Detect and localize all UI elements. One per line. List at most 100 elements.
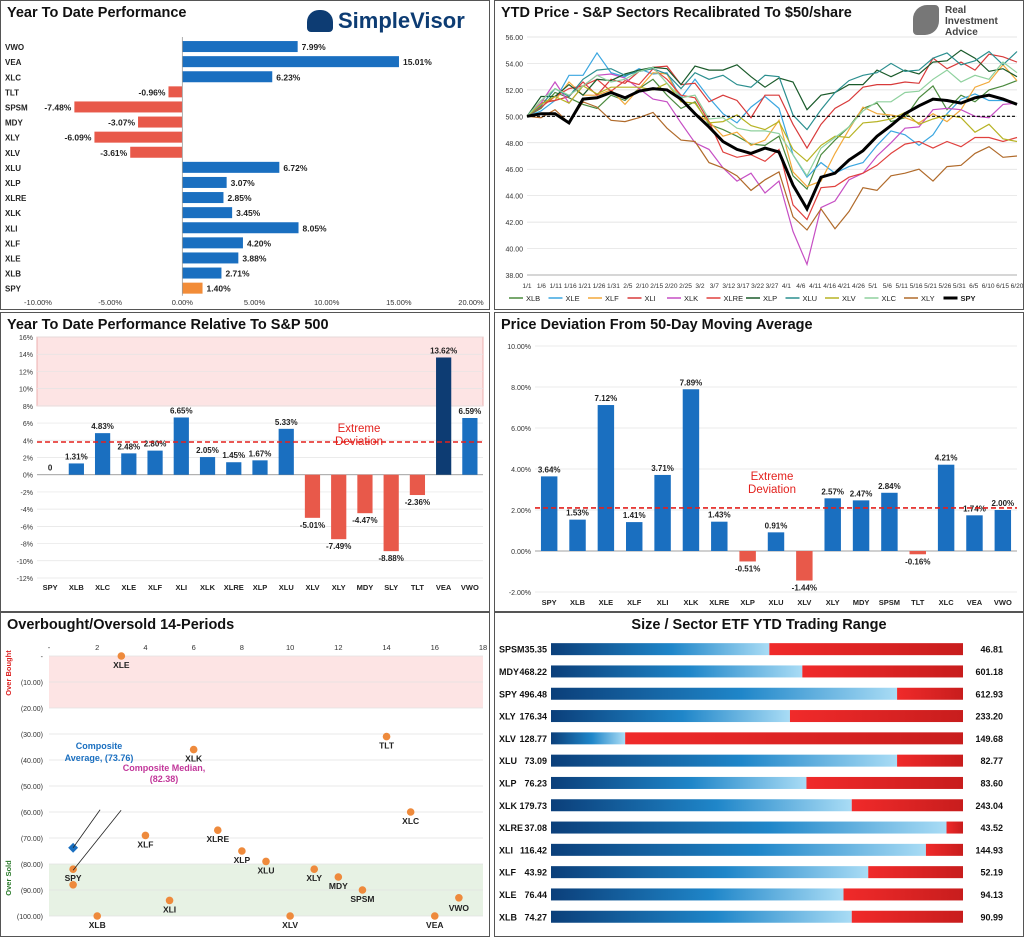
- ytd-bar-xlu: [182, 161, 280, 173]
- ob-x-tick: 18: [479, 643, 487, 652]
- range-high: 90.99: [980, 912, 1003, 922]
- rel-bar-vea: [436, 357, 452, 475]
- ob-point-label: MDY: [329, 881, 348, 891]
- dev-value-label: 7.12%: [595, 394, 618, 403]
- ob-point: [382, 732, 391, 741]
- price-series-xlu: [526, 50, 1018, 131]
- price-series-xli: [526, 53, 1018, 150]
- range-bar-high-xlp: [806, 776, 963, 789]
- ytd-x-tick: -10.00%: [24, 298, 52, 307]
- price-series-xlk: [526, 73, 1018, 267]
- range-bar-high-xlv: [625, 732, 963, 745]
- price-x-tick: 1/6: [537, 283, 546, 290]
- rel-bar-xlu: [278, 428, 294, 475]
- rel-category-label: XLF: [148, 583, 163, 592]
- dev-category-label: XLRE: [709, 598, 729, 607]
- rel-value-label: 1.45%: [222, 451, 245, 460]
- ria-logo-line3: Advice: [945, 27, 978, 38]
- rel-bar-xlre: [226, 462, 242, 475]
- ob-point: [238, 847, 246, 855]
- price-x-tick: 3/27: [766, 283, 779, 290]
- rel-value-label: 2.80%: [144, 440, 167, 449]
- ytd-x-tick: -5.00%: [98, 298, 122, 307]
- price-legend-label: SPY: [961, 294, 976, 303]
- range-high: 149.68: [975, 734, 1003, 744]
- rel-bar-mdy: [357, 474, 373, 514]
- dev-value-label: 2.84%: [878, 482, 901, 491]
- price-y-tick: 54.00: [505, 61, 523, 68]
- range-ticker: XLB: [499, 912, 518, 922]
- rel-category-label: XLV: [305, 583, 319, 592]
- ytd-value-label: 8.05%: [303, 223, 328, 233]
- dev-bar-xlu: [767, 532, 785, 551]
- dev-value-label: 2.47%: [850, 489, 873, 498]
- rel-category-label: SPY: [43, 583, 58, 592]
- dev-category-label: XLC: [939, 598, 955, 607]
- rel-annotation-line1: Extreme: [338, 423, 381, 435]
- ytd-category-label: VEA: [5, 58, 22, 67]
- range-bar-high-xlu: [897, 754, 963, 767]
- ob-point-label: SPSM: [350, 894, 374, 904]
- dev-bar-xly: [824, 498, 841, 551]
- rel-category-label: VEA: [436, 583, 452, 592]
- dev-bar-mdy: [852, 500, 870, 551]
- range-ticker: XLY: [499, 712, 516, 722]
- ob-y-tick: (40.00): [21, 758, 43, 765]
- ob-point: [455, 894, 463, 902]
- ytd-price-title: YTD Price - S&P Sectors Recalibrated To …: [501, 5, 852, 21]
- price-x-tick: 5/6: [883, 283, 892, 290]
- range-ticker: XLK: [499, 801, 518, 811]
- range-bar-low-xlp: [551, 776, 807, 789]
- ob-point-label: XLI: [163, 904, 176, 914]
- rel-value-label: -8.88%: [378, 554, 403, 563]
- range-ticker: XLU: [499, 756, 517, 766]
- ytd-bar-xli: [182, 222, 299, 234]
- range-low: 468.22: [519, 667, 547, 677]
- price-series-xly: [526, 101, 1018, 231]
- ytd-x-tick: 5.00%: [244, 298, 266, 307]
- dev-category-label: XLV: [797, 598, 811, 607]
- price-x-tick: 3/7: [710, 283, 719, 290]
- range-high: 43.52: [980, 823, 1003, 833]
- ytd-x-tick: 20.00%: [458, 298, 484, 307]
- rel-value-label: 0: [48, 464, 53, 473]
- rel-value-label: 4.83%: [91, 422, 114, 431]
- price-x-tick: 3/12: [722, 283, 735, 290]
- ob-point-label: XLU: [258, 865, 275, 875]
- ytd-bar-xle: [182, 252, 239, 264]
- price-x-tick: 1/31: [607, 283, 620, 290]
- ytd-bar-xlp: [182, 176, 227, 188]
- ytd-bar-tlt: [168, 86, 183, 98]
- range-bar-low-xle: [551, 888, 844, 901]
- range-low: 116.42: [520, 845, 547, 855]
- dev-annotation-line2: Deviation: [748, 484, 796, 496]
- rel-y-tick: 10%: [19, 387, 33, 394]
- relative-performance-title: Year To Date Performance Relative To S&P…: [7, 317, 329, 333]
- overbought-title: Overbought/Oversold 14-Periods: [7, 617, 235, 633]
- ob-x-tick: 8: [240, 643, 244, 652]
- ob-point-label: XLK: [185, 754, 203, 764]
- rel-category-label: XLE: [122, 583, 137, 592]
- dev-value-label: 2.00%: [991, 499, 1014, 508]
- dev-value-label: 1.41%: [623, 511, 646, 520]
- ytd-value-label: 3.45%: [236, 208, 261, 218]
- price-y-tick: 38.00: [505, 273, 523, 280]
- dev-y-tick: -2.00%: [509, 590, 531, 597]
- ytd-value-label: -6.09%: [64, 133, 91, 143]
- rel-bar-xlf: [147, 450, 163, 475]
- rel-category-label: XLU: [279, 583, 294, 592]
- range-low: 74.27: [524, 912, 547, 922]
- ytd-bar-spsm: [74, 101, 183, 113]
- range-bar-low-xlu: [551, 754, 898, 767]
- ob-x-tick: 16: [431, 643, 439, 652]
- ytd-category-label: XLF: [5, 239, 20, 248]
- price-legend-label: XLC: [882, 294, 897, 303]
- range-low: 496.48: [519, 689, 547, 699]
- rel-category-label: VWO: [461, 583, 479, 592]
- price-x-tick: 5/11: [896, 283, 909, 290]
- ob-y-tick: -: [41, 654, 44, 661]
- price-series-xlre: [526, 67, 1018, 221]
- price-y-tick: 42.00: [505, 220, 523, 227]
- price-x-tick: 2/10: [636, 283, 649, 290]
- dev-bar-xlv: [796, 551, 813, 581]
